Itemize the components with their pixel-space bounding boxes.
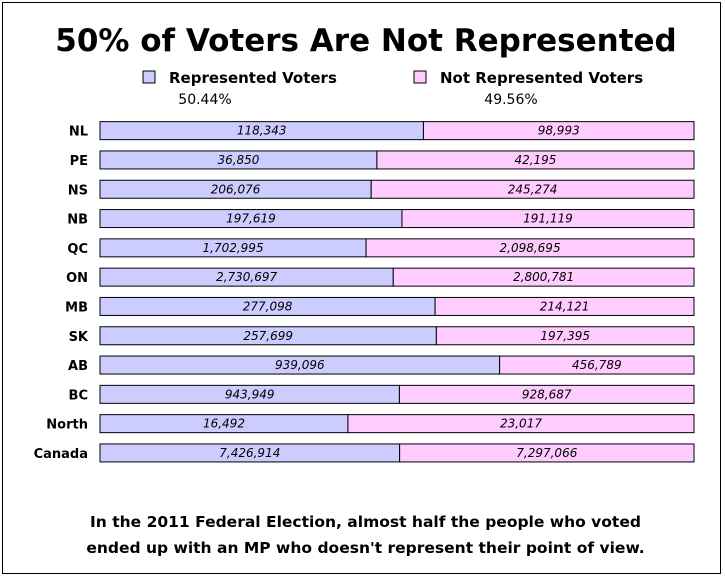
bar-not-represented-ab — [499, 355, 695, 375]
data-label-represented-ns: 206,076 — [211, 182, 261, 196]
category-label-mb: MB — [65, 300, 88, 315]
category-label-sk: SK — [69, 330, 89, 345]
category-label-pe: PE — [70, 154, 88, 169]
data-label-represented-sk: 257,699 — [243, 329, 293, 343]
data-label-not-represented-ns: 245,274 — [508, 182, 558, 196]
category-label-north: North — [46, 418, 88, 433]
category-label-bc: BC — [69, 388, 88, 403]
footer-line-2: ended up with an MP who doesn't represen… — [86, 539, 645, 557]
data-label-not-represented-qc: 2,098,695 — [500, 241, 561, 255]
data-label-represented-pe: 36,850 — [217, 153, 259, 167]
legend-label-not-represented: Not Represented Voters — [440, 69, 643, 87]
category-label-canada: Canada — [34, 447, 88, 462]
bar-not-represented-on — [392, 267, 695, 287]
data-label-represented-nl: 118,343 — [237, 124, 287, 138]
data-label-represented-qc: 1,702,995 — [203, 241, 264, 255]
data-label-not-represented-north: 23,017 — [500, 417, 542, 431]
data-label-not-represented-sk: 197,395 — [540, 329, 590, 343]
legend: Represented Voters 50.44% Not Represente… — [142, 69, 643, 108]
category-label-on: ON — [66, 271, 88, 286]
not-represented-share-label: 49.56% — [484, 92, 537, 108]
data-label-not-represented-canada: 7,297,066 — [516, 446, 577, 460]
represented-share-label: 50.44% — [178, 92, 231, 108]
legend-swatch-not-represented — [413, 70, 427, 84]
bar-not-represented-qc — [365, 238, 695, 258]
bar-not-represented-nl — [422, 121, 695, 141]
chart-title: 50% of Voters Are Not Represented — [55, 23, 676, 59]
category-label-ns: NS — [68, 183, 88, 198]
bar-not-represented-nb — [401, 209, 695, 229]
category-label-qc: QC — [67, 242, 88, 257]
footer-line-1: In the 2011 Federal Election, almost hal… — [90, 513, 641, 531]
data-label-not-represented-ab: 456,789 — [572, 358, 622, 372]
data-label-represented-ab: 939,096 — [275, 358, 325, 372]
data-label-represented-on: 2,730,697 — [216, 270, 277, 284]
stacked-bar-chart: 50% of Voters Are Not Represented Repres… — [34, 23, 695, 463]
category-label-nb: NB — [67, 213, 88, 228]
legend-swatch-represented — [142, 70, 156, 84]
data-label-not-represented-nl: 98,993 — [538, 124, 580, 138]
bar-not-represented-pe — [376, 150, 695, 170]
bar-not-represented-north — [347, 414, 695, 434]
bar-not-represented-bc — [398, 384, 695, 404]
data-label-represented-mb: 277,098 — [243, 299, 293, 313]
data-label-represented-canada: 7,426,914 — [219, 446, 280, 460]
data-label-represented-nb: 197,619 — [226, 212, 276, 226]
category-label-nl: NL — [69, 125, 88, 140]
category-label-ab: AB — [68, 359, 88, 374]
bar-not-represented-ns — [370, 179, 695, 199]
bar-not-represented-mb — [434, 296, 695, 316]
data-label-not-represented-on: 2,800,781 — [513, 270, 574, 284]
plot-area: NL 118,343 98,993 PE 36,850 42,195 NS 206,076 24… — [34, 121, 695, 463]
data-label-not-represented-bc: 928,687 — [522, 387, 572, 401]
legend-label-represented: Represented Voters — [169, 69, 337, 87]
data-label-represented-north: 16,492 — [203, 417, 245, 431]
data-label-represented-bc: 943,949 — [225, 387, 275, 401]
data-label-not-represented-pe: 42,195 — [514, 153, 556, 167]
data-label-not-represented-mb: 214,121 — [540, 299, 590, 313]
bar-not-represented-canada — [399, 443, 695, 463]
bar-not-represented-sk — [435, 326, 695, 346]
data-label-not-represented-nb: 191,119 — [523, 212, 573, 226]
